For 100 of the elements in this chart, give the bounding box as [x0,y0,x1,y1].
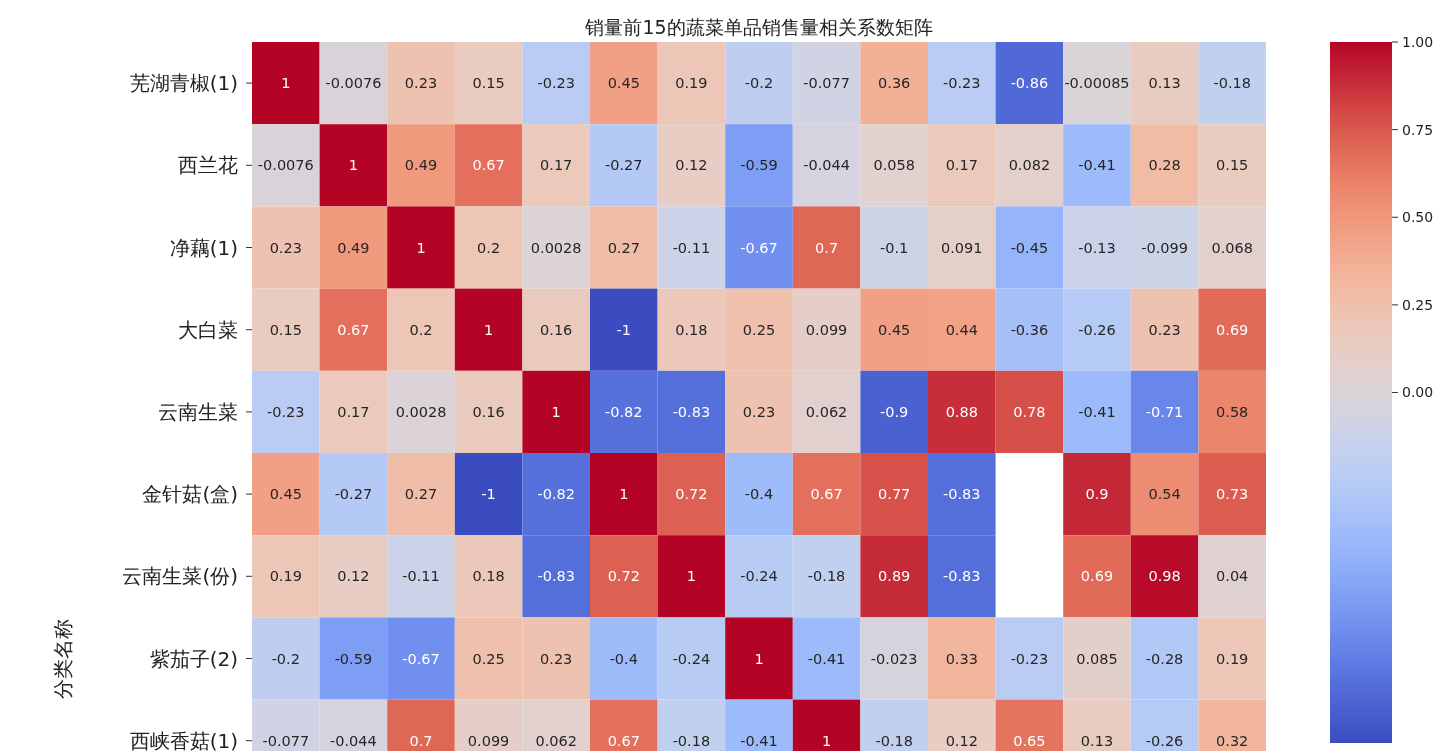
data-label: 0.16 [540,321,573,338]
data-label: 0.12 [337,568,370,585]
data-label: -0.26 [1078,321,1116,338]
y-tick-label: 西峡香菇(1) [129,728,238,751]
color-bar-label: 0.75 [1402,121,1434,138]
data-label: 0.49 [404,157,438,174]
data-label: -0.23 [267,403,305,420]
data-label: -1 [616,321,632,338]
data-label: -0.59 [334,650,373,667]
data-label: -0.9 [880,403,909,420]
chart-title: 销量前15的蔬菜单品销售量相关系数矩阵 [584,16,933,38]
data-label: 0.25 [742,321,776,338]
data-label: 0.89 [878,568,911,585]
data-label: 0.72 [675,486,708,503]
data-label: 0.16 [472,403,505,420]
data-label: -0.0076 [325,75,382,92]
data-label: -0.23 [537,75,575,92]
data-label: -0.41 [1078,403,1116,420]
data-label: -0.67 [740,239,778,256]
data-label: 0.19 [1216,650,1249,667]
color-bar-label: 0.50 [1402,209,1434,226]
data-label: 0.45 [878,321,911,338]
y-tick-label: 大白菜 [178,317,238,342]
data-label: 0.54 [1148,486,1181,503]
data-label: 0.099 [467,732,510,749]
data-label: -0.2 [744,75,774,92]
data-label: 0.18 [675,321,708,338]
y-axis-title: 分类名称 [51,618,75,699]
color-bar-label: 1.00 [1402,33,1434,50]
data-label: 1 [686,568,697,585]
data-label: 0.23 [742,403,776,420]
data-label: -0.83 [537,568,575,585]
data-label: -0.044 [803,157,850,174]
data-label: 0.04 [1216,568,1249,585]
data-label: -0.18 [875,732,913,749]
data-label: -0.28 [1145,650,1184,667]
data-label: -0.023 [870,650,918,667]
data-label: 0.17 [540,157,573,174]
data-label: 0.67 [607,732,640,749]
data-label: 0.19 [269,568,302,585]
data-label: 0.65 [1013,732,1046,749]
data-label: 1 [619,486,629,503]
data-label: 0.2 [477,239,501,256]
data-label: -0.18 [807,568,846,585]
data-label: 1 [348,157,359,174]
data-label: 1 [416,239,426,256]
data-label: 0.2 [409,321,433,338]
data-label: -0.18 [1213,75,1251,92]
data-label: 0.058 [873,157,915,174]
data-label: 0.23 [269,239,302,256]
data-label: -0.41 [1078,157,1116,174]
y-tick-label: 金针菇(盒) [142,482,238,507]
data-label: 0.068 [1211,239,1253,256]
data-label: -0.18 [672,732,711,749]
data-label: -0.86 [1010,75,1049,92]
data-label: 0.082 [1008,157,1051,174]
data-label: 0.49 [337,239,370,256]
data-label: 0.69 [1216,321,1249,338]
data-label: 0.32 [1216,732,1249,749]
data-label: 0.12 [675,157,708,174]
data-label: 0.27 [607,239,640,256]
data-label: -0.24 [740,568,778,585]
data-label: 0.67 [472,157,505,174]
data-label: 0.58 [1216,403,1249,420]
data-label: 0.17 [337,403,370,420]
data-label: 0.15 [269,321,302,338]
data-label: 0.13 [1148,75,1181,92]
data-label: 0.77 [878,486,911,503]
data-label: -0.4 [744,486,774,503]
data-label: -0.11 [672,239,711,256]
data-label: -0.26 [1145,732,1184,749]
data-label: 0.23 [404,75,438,92]
data-label: -0.00085 [1064,75,1130,92]
data-label: -0.24 [672,650,711,667]
data-label: 0.23 [540,650,573,667]
data-label: 0.28 [1148,157,1181,174]
data-label: 1 [483,321,494,338]
data-label: -0.59 [740,157,778,174]
data-label: -0.36 [1010,321,1049,338]
data-label: 0.0028 [395,403,447,420]
data-label: 0.099 [805,321,848,338]
data-label: 0.33 [945,650,978,667]
data-label: 0.0028 [530,239,582,256]
data-label: 0.17 [945,157,978,174]
data-label: -0.099 [1141,239,1188,256]
data-label: 0.27 [404,486,438,503]
y-tick-label: 净藕(1) [169,235,238,260]
data-label: 0.98 [1148,568,1181,585]
data-label: 0.44 [945,321,978,338]
data-label: 0.73 [1216,486,1249,503]
data-label: -0.82 [605,403,643,420]
data-label: 0.062 [805,403,848,420]
data-label: -0.2 [271,650,300,667]
data-label: -0.83 [943,568,981,585]
data-label: 1 [821,732,832,749]
data-label: -0.82 [537,486,575,503]
data-label: -0.83 [943,486,981,503]
data-label: -0.4 [609,650,638,667]
data-label: -0.41 [740,732,778,749]
data-label: 0.062 [535,732,577,749]
